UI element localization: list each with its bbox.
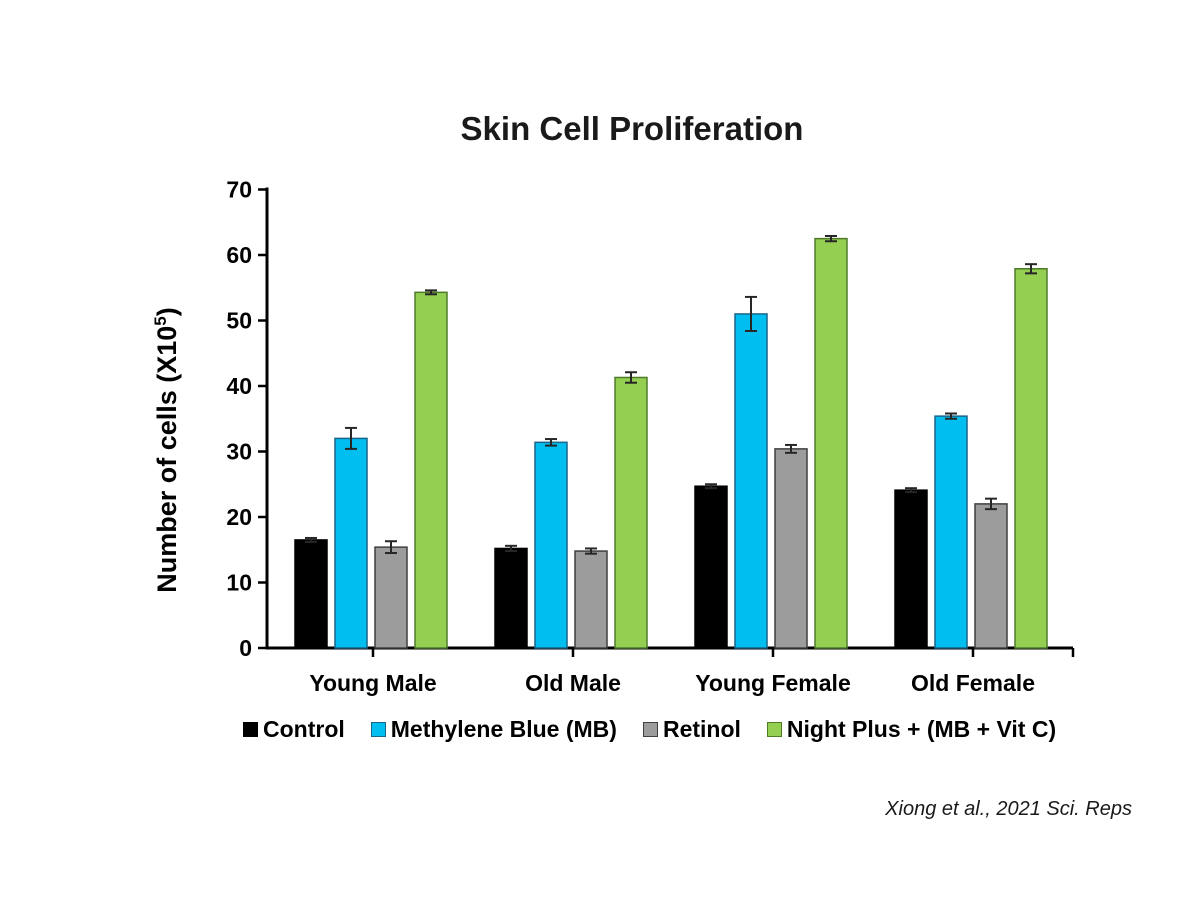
legend-swatch-icon: [243, 721, 258, 737]
bar: [734, 313, 768, 649]
y-tick-label: 40: [226, 373, 252, 399]
chart-legend: Control Methylene Blue (MB) Retinol Night P…: [243, 712, 1056, 746]
x-category-label: Young Male: [309, 670, 436, 696]
y-tick-label: 50: [226, 308, 252, 334]
legend-swatch-icon: [370, 721, 386, 737]
bar: [934, 415, 968, 649]
legend-item: Control: [243, 716, 345, 743]
bar: [534, 441, 568, 649]
bar: [334, 437, 368, 649]
y-tick-label: 10: [226, 570, 252, 596]
bar: [494, 547, 528, 649]
bar: [574, 550, 608, 649]
bar: [1014, 268, 1048, 649]
legend-item: Night Plus + (MB + Vit C): [766, 715, 1057, 743]
legend-item: Retinol: [642, 715, 741, 743]
legend-label: Control: [263, 715, 345, 742]
bar: [774, 448, 808, 649]
legend-label: Retinol: [662, 715, 741, 742]
bar: [374, 546, 408, 649]
bar: [614, 376, 648, 649]
y-tick-label: 0: [239, 635, 252, 661]
bar: [694, 485, 728, 649]
y-tick-label: 20: [226, 504, 252, 530]
y-tick-label: 30: [226, 439, 252, 465]
x-category-label: Old Male: [525, 670, 621, 696]
x-category-label: Young Female: [695, 670, 851, 696]
bar: [894, 489, 928, 649]
x-category-label: Old Female: [911, 670, 1035, 696]
y-axis-title: Number of cells (X105): [151, 307, 182, 593]
legend-swatch-icon: [642, 721, 658, 737]
legend-swatch-icon: [766, 721, 782, 737]
y-tick-label: 70: [226, 177, 252, 203]
legend-label: Night Plus + (MB + Vit C): [786, 715, 1057, 742]
bar: [414, 291, 448, 649]
citation: Xiong et al., 2021 Sci. Reps: [885, 798, 1132, 820]
y-tick-label: 60: [226, 242, 252, 268]
chart-title: Skin Cell Proliferation: [460, 110, 804, 147]
bar: [974, 503, 1008, 649]
legend-label: Methylene Blue (MB): [390, 715, 617, 742]
legend-item: Methylene Blue (MB): [370, 715, 617, 743]
bar: [294, 539, 328, 649]
bar: [814, 237, 848, 649]
